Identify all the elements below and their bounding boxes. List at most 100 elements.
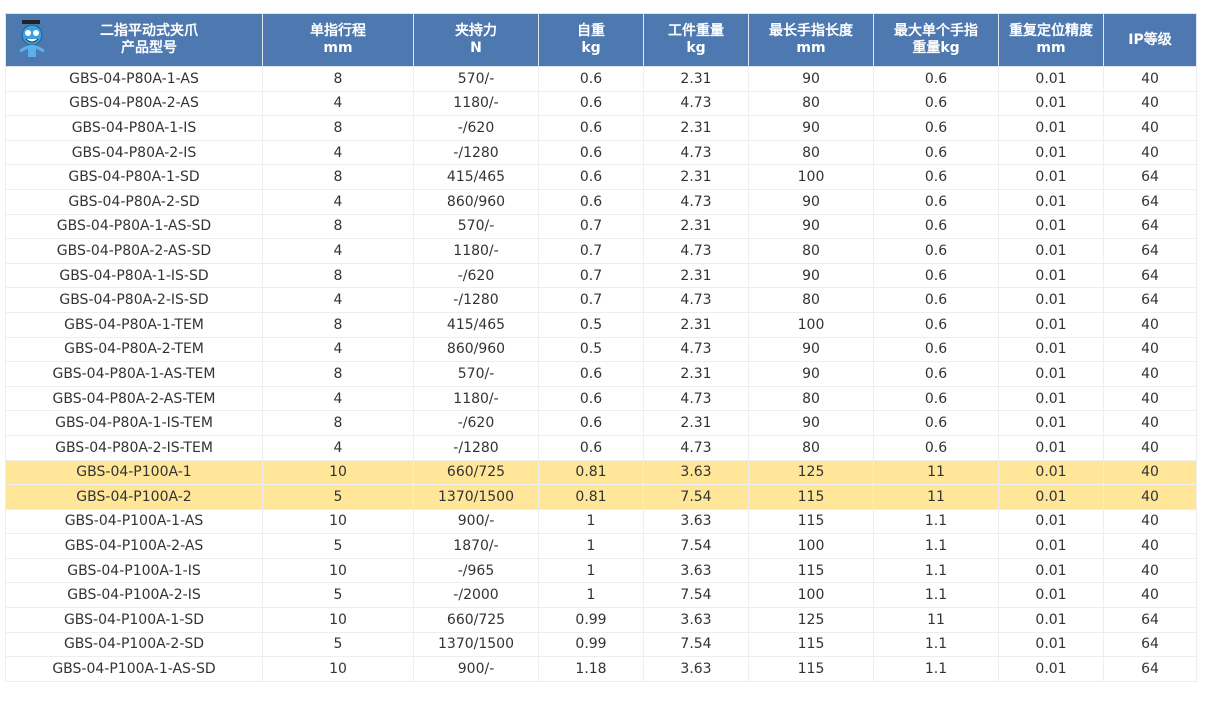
value-cell: 4.73 — [643, 434, 749, 461]
value-cell: 4.73 — [643, 90, 749, 117]
model-cell: GBS-04-P80A-1-SD — [5, 164, 263, 190]
model-cell: GBS-04-P100A-1-AS-SD — [5, 656, 263, 682]
mascot-logo-icon — [19, 20, 45, 57]
value-cell: 0.01 — [998, 410, 1104, 436]
table-row: GBS-04-P80A-2-IS-SD 4 -/1280 0.7 4.73 80 0.6 0.… — [5, 287, 1197, 313]
value-cell: 40 — [1103, 385, 1197, 412]
header-row: 二指平动式夹爪 产品型号 单指行程 mm 夹持力 N 自重 kg 工件重量 kg 最长手指长度 mm 最… — [5, 13, 1197, 67]
value-cell: 90 — [748, 262, 874, 289]
header-line1: 夹持力 — [455, 23, 497, 39]
value-cell: 40 — [1103, 508, 1197, 535]
value-cell: 11 — [873, 484, 999, 510]
model-cell: GBS-04-P80A-2-AS-SD — [5, 238, 263, 264]
value-cell: 40 — [1103, 66, 1197, 92]
value-cell: 1.1 — [873, 508, 999, 535]
value-cell: 80 — [748, 287, 874, 313]
value-cell: 1180/- — [413, 385, 539, 412]
header-line1: IP等级 — [1128, 31, 1172, 48]
value-cell: 1.1 — [873, 582, 999, 609]
value-cell: 8 — [262, 361, 414, 387]
table-row: GBS-04-P80A-2-AS 4 1180/- 0.6 4.73 80 0.6 0.01 4… — [5, 90, 1197, 117]
value-cell: 0.6 — [873, 361, 999, 387]
value-cell: 1.18 — [538, 656, 644, 682]
value-cell: -/620 — [413, 115, 539, 141]
value-cell: 125 — [748, 607, 874, 633]
column-header: IP等级 — [1103, 13, 1197, 67]
value-cell: 1370/1500 — [413, 484, 539, 510]
table-row: GBS-04-P100A-2 5 1370/1500 0.81 7.54 115 11 0.0… — [5, 484, 1197, 510]
value-cell: 40 — [1103, 115, 1197, 141]
value-cell: 860/960 — [413, 336, 539, 363]
value-cell: 4 — [262, 90, 414, 117]
model-cell: GBS-04-P80A-1-TEM — [5, 311, 263, 338]
value-cell: 1180/- — [413, 238, 539, 264]
value-cell: -/620 — [413, 262, 539, 289]
value-cell: 4 — [262, 188, 414, 215]
value-cell: 115 — [748, 484, 874, 510]
value-cell: 90 — [748, 336, 874, 363]
value-cell: 0.6 — [873, 164, 999, 190]
value-cell: 0.6 — [538, 410, 644, 436]
value-cell: 115 — [748, 557, 874, 584]
value-cell: 64 — [1103, 656, 1197, 682]
value-cell: 4 — [262, 434, 414, 461]
value-cell: 0.7 — [538, 213, 644, 240]
model-cell: GBS-04-P100A-2-IS — [5, 582, 263, 609]
value-cell: 10 — [262, 557, 414, 584]
value-cell: 64 — [1103, 188, 1197, 215]
value-cell: 8 — [262, 262, 414, 289]
value-cell: 0.6 — [873, 90, 999, 117]
value-cell: 90 — [748, 188, 874, 215]
table-row: GBS-04-P80A-2-IS 4 -/1280 0.6 4.73 80 0.6 0.01 4… — [5, 139, 1197, 166]
value-cell: 64 — [1103, 238, 1197, 264]
value-cell: 0.01 — [998, 336, 1104, 363]
value-cell: 0.6 — [538, 90, 644, 117]
value-cell: 0.01 — [998, 238, 1104, 264]
model-cell: GBS-04-P80A-2-SD — [5, 188, 263, 215]
value-cell: 0.01 — [998, 459, 1104, 486]
value-cell: 0.01 — [998, 385, 1104, 412]
value-cell: 1.1 — [873, 557, 999, 584]
value-cell: 4.73 — [643, 385, 749, 412]
value-cell: 40 — [1103, 139, 1197, 166]
value-cell: 11 — [873, 459, 999, 486]
header-line1: 二指平动式夹爪 — [100, 23, 198, 39]
table-row: GBS-04-P100A-1-AS 10 900/- 1 3.63 115 1.1 0.01 4… — [5, 508, 1197, 535]
value-cell: 80 — [748, 90, 874, 117]
value-cell: 0.6 — [873, 434, 999, 461]
model-cell: GBS-04-P100A-1-SD — [5, 607, 263, 633]
value-cell: 100 — [748, 582, 874, 609]
value-cell: 10 — [262, 508, 414, 535]
model-cell: GBS-04-P80A-1-AS — [5, 66, 263, 92]
value-cell: 40 — [1103, 557, 1197, 584]
value-cell: 1870/- — [413, 533, 539, 559]
model-cell: GBS-04-P80A-1-IS-SD — [5, 262, 263, 289]
value-cell: 80 — [748, 238, 874, 264]
column-header: 最长手指长度 mm — [748, 13, 874, 67]
header-line1: 单指行程 — [310, 23, 366, 39]
value-cell: 64 — [1103, 631, 1197, 658]
column-header: 二指平动式夹爪 产品型号 — [5, 13, 263, 67]
value-cell: 3.63 — [643, 656, 749, 682]
value-cell: 0.01 — [998, 188, 1104, 215]
value-cell: 0.5 — [538, 311, 644, 338]
value-cell: 90 — [748, 410, 874, 436]
value-cell: 1370/1500 — [413, 631, 539, 658]
value-cell: 660/725 — [413, 459, 539, 486]
table-row: GBS-04-P80A-1-AS 8 570/- 0.6 2.31 90 0.6 0.01 40 — [5, 66, 1197, 92]
value-cell: 64 — [1103, 262, 1197, 289]
value-cell: 0.01 — [998, 361, 1104, 387]
value-cell: 900/- — [413, 656, 539, 682]
value-cell: 0.01 — [998, 164, 1104, 190]
value-cell: 100 — [748, 164, 874, 190]
value-cell: 1.1 — [873, 656, 999, 682]
value-cell: 40 — [1103, 459, 1197, 486]
value-cell: 10 — [262, 656, 414, 682]
table-row: GBS-04-P80A-1-SD 8 415/465 0.6 2.31 100 0.6 0.0… — [5, 164, 1197, 190]
value-cell: 570/- — [413, 66, 539, 92]
value-cell: 0.6 — [873, 115, 999, 141]
value-cell: 0.6 — [873, 410, 999, 436]
value-cell: 4.73 — [643, 188, 749, 215]
value-cell: 40 — [1103, 533, 1197, 559]
table-row: GBS-04-P100A-2-IS 5 -/2000 1 7.54 100 1.1 0.01 4… — [5, 582, 1197, 609]
